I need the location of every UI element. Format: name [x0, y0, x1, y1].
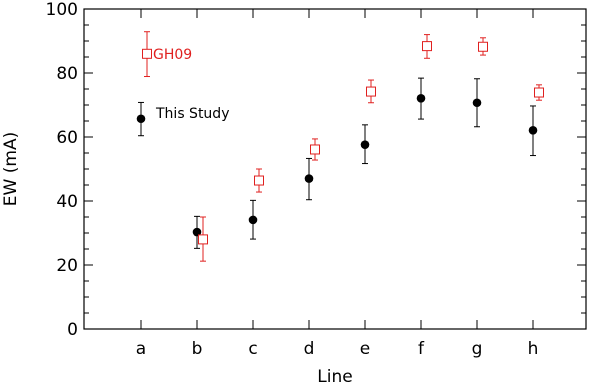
data-point	[198, 234, 208, 245]
data-point	[366, 86, 376, 97]
legend-label: GH09	[153, 47, 192, 63]
data-point	[416, 93, 426, 103]
y-tick-label: 0	[67, 320, 78, 340]
data-point	[136, 114, 146, 124]
x-axis-title: Line	[317, 367, 352, 387]
y-tick-label: 60	[56, 128, 78, 148]
series-layer	[136, 31, 544, 262]
legend-label: This Study	[155, 106, 229, 122]
data-point	[528, 125, 538, 135]
x-tick-label: g	[472, 339, 483, 359]
x-tick-label: d	[304, 339, 315, 359]
x-tick-label: b	[192, 339, 203, 359]
data-point	[304, 174, 314, 183]
data-point	[310, 144, 320, 155]
y-axis-title: EW (mA)	[1, 132, 21, 206]
series-1	[142, 31, 544, 262]
series-0	[136, 77, 538, 249]
x-tick-label: e	[360, 339, 370, 359]
x-tick-label: f	[418, 339, 425, 359]
x-tick-label: h	[528, 339, 539, 359]
y-tick-label: 40	[56, 192, 78, 212]
y-axis: 0 20 40 60 80 100	[46, 0, 586, 340]
legend: GH09 This Study	[153, 47, 229, 122]
x-tick-label: c	[248, 339, 257, 359]
data-point	[142, 48, 152, 59]
y-tick-label: 100	[46, 0, 78, 20]
data-point	[478, 41, 488, 52]
data-point	[534, 87, 544, 98]
y-tick-label: 20	[56, 256, 78, 276]
data-point	[472, 98, 482, 108]
data-point	[422, 41, 432, 52]
data-point	[360, 140, 370, 149]
data-point	[254, 175, 264, 186]
data-point	[192, 227, 202, 237]
y-tick-label: 80	[56, 64, 78, 84]
x-tick-label: a	[136, 339, 146, 359]
x-axis: a b c d e f g h	[136, 9, 539, 359]
data-point	[248, 215, 258, 225]
